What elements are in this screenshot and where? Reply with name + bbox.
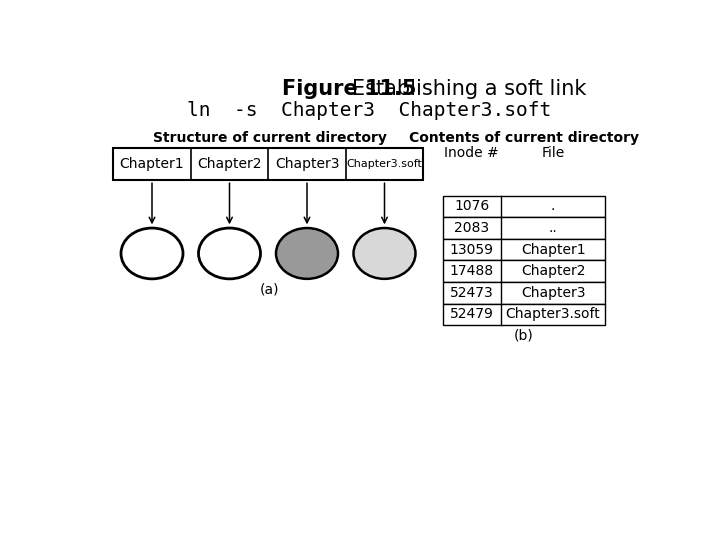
Text: Chapter3.soft: Chapter3.soft bbox=[346, 159, 423, 169]
Ellipse shape bbox=[121, 228, 183, 279]
Text: 52473: 52473 bbox=[450, 286, 494, 300]
Text: Chapter1: Chapter1 bbox=[521, 242, 585, 256]
Text: Inode #: Inode # bbox=[444, 146, 499, 160]
Ellipse shape bbox=[199, 228, 261, 279]
Text: File: File bbox=[541, 146, 564, 160]
Text: Chapter1: Chapter1 bbox=[120, 157, 184, 171]
Text: ln  -s  Chapter3  Chapter3.soft: ln -s Chapter3 Chapter3.soft bbox=[187, 102, 551, 120]
Text: ..: .. bbox=[549, 221, 557, 235]
Text: 52479: 52479 bbox=[450, 307, 494, 321]
Text: 17488: 17488 bbox=[449, 264, 494, 278]
Text: Establishing a soft link: Establishing a soft link bbox=[352, 79, 586, 99]
Text: Contents of current directory: Contents of current directory bbox=[409, 131, 639, 145]
Ellipse shape bbox=[276, 228, 338, 279]
Text: 13059: 13059 bbox=[450, 242, 494, 256]
Bar bbox=[443, 260, 606, 282]
Text: 1076: 1076 bbox=[454, 199, 490, 213]
Text: 2083: 2083 bbox=[454, 221, 490, 235]
Bar bbox=[443, 239, 606, 260]
Text: Chapter2: Chapter2 bbox=[197, 157, 262, 171]
Text: .: . bbox=[551, 199, 555, 213]
Text: Chapter2: Chapter2 bbox=[521, 264, 585, 278]
Text: Chapter3: Chapter3 bbox=[521, 286, 585, 300]
Bar bbox=[443, 195, 606, 217]
Bar bbox=[113, 148, 423, 180]
Text: Figure 11.5: Figure 11.5 bbox=[282, 79, 417, 99]
Ellipse shape bbox=[354, 228, 415, 279]
Bar bbox=[443, 217, 606, 239]
Bar bbox=[443, 303, 606, 325]
Text: (b): (b) bbox=[514, 329, 534, 343]
Text: Structure of current directory: Structure of current directory bbox=[153, 131, 387, 145]
Text: Chapter3.soft: Chapter3.soft bbox=[505, 307, 600, 321]
Text: Chapter3: Chapter3 bbox=[275, 157, 339, 171]
Text: (a): (a) bbox=[260, 282, 279, 296]
Bar bbox=[443, 282, 606, 303]
